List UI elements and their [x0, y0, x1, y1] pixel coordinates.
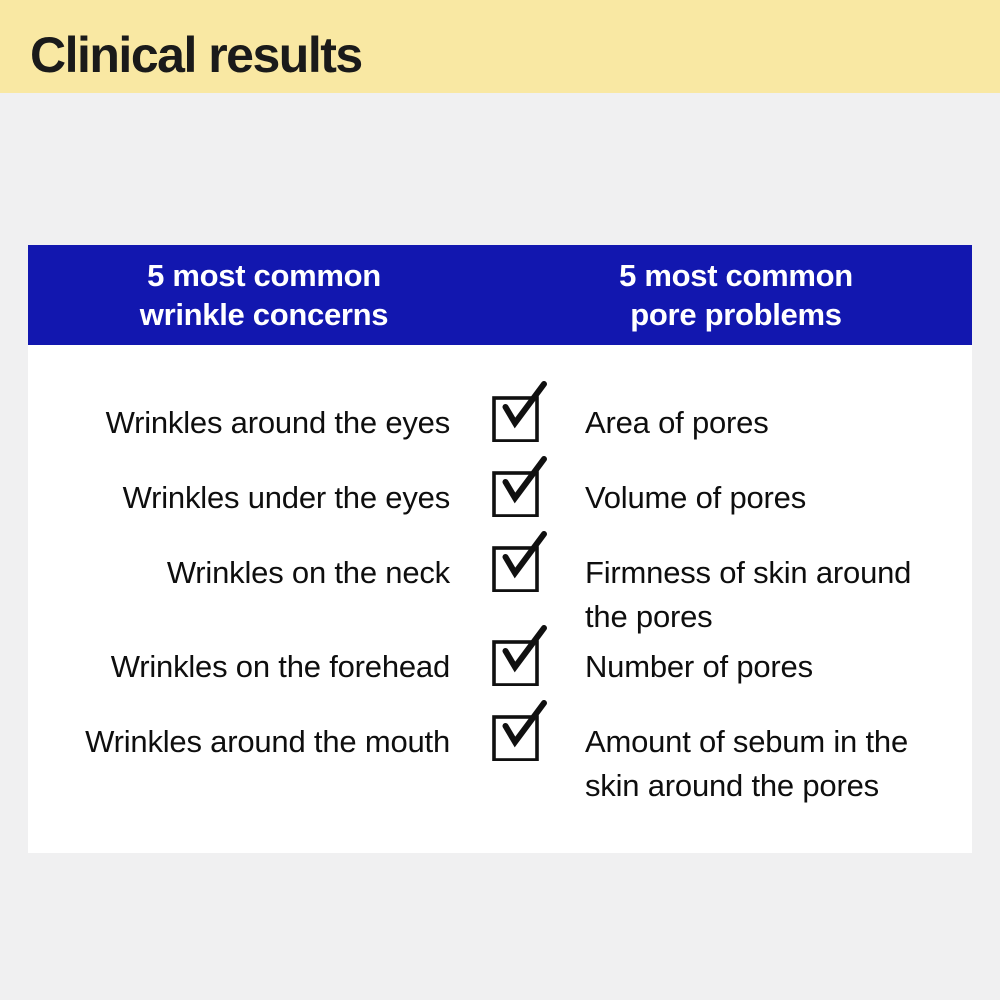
table-row: Wrinkles around the eyes Area of pores: [28, 381, 972, 445]
wrinkle-concern-label: Wrinkles around the eyes: [105, 405, 451, 440]
column-header-line: 5 most common: [619, 258, 853, 293]
clinical-results-table: 5 most common wrinkle concerns 5 most co…: [28, 245, 972, 853]
checked-checkbox-icon: [491, 381, 547, 442]
checked-checkbox-icon: [491, 456, 547, 517]
checkbox-cell: [450, 381, 585, 442]
column-header-pore-problems: 5 most common pore problems: [500, 245, 972, 345]
pore-problem-label: Area of pores: [585, 405, 769, 440]
column-header-line: wrinkle concerns: [139, 297, 389, 332]
column-header-line: pore problems: [630, 297, 842, 332]
checked-checkbox-icon: [491, 700, 547, 761]
checked-checkbox-icon: [491, 625, 547, 686]
wrinkle-concern-label: Wrinkles on the forehead: [110, 649, 450, 684]
checked-checkbox-icon: [491, 531, 547, 592]
checkbox-cell: [450, 700, 585, 761]
pore-problem-label: Volume of pores: [585, 480, 807, 515]
column-header-line: 5 most common: [147, 258, 381, 293]
checkbox-cell: [450, 625, 585, 686]
title-band: Clinical results: [0, 0, 1000, 93]
table-row: Wrinkles around the mouth Amount of sebu…: [28, 700, 972, 808]
table-header-bar: 5 most common wrinkle concerns 5 most co…: [28, 245, 972, 345]
table-row: Wrinkles under the eyes Volume of pores: [28, 456, 972, 520]
pore-problem-label: Firmness of skin around the pores: [585, 555, 912, 634]
checkbox-cell: [450, 456, 585, 517]
table-body: Wrinkles around the eyes Area of pores W…: [28, 345, 972, 808]
checkbox-cell: [450, 531, 585, 592]
wrinkle-concern-label: Wrinkles on the neck: [166, 555, 450, 590]
column-header-wrinkle-concerns: 5 most common wrinkle concerns: [28, 245, 500, 345]
wrinkle-concern-label: Wrinkles under the eyes: [122, 480, 451, 515]
pore-problem-label: Amount of sebum in the skin around the p…: [585, 724, 909, 803]
table-row: Wrinkles on the forehead Number of pores: [28, 625, 972, 689]
page-title: Clinical results: [30, 26, 363, 83]
pore-problem-label: Number of pores: [585, 649, 813, 684]
table-row: Wrinkles on the neck Firmness of skin ar…: [28, 531, 972, 639]
wrinkle-concern-label: Wrinkles around the mouth: [85, 724, 450, 759]
